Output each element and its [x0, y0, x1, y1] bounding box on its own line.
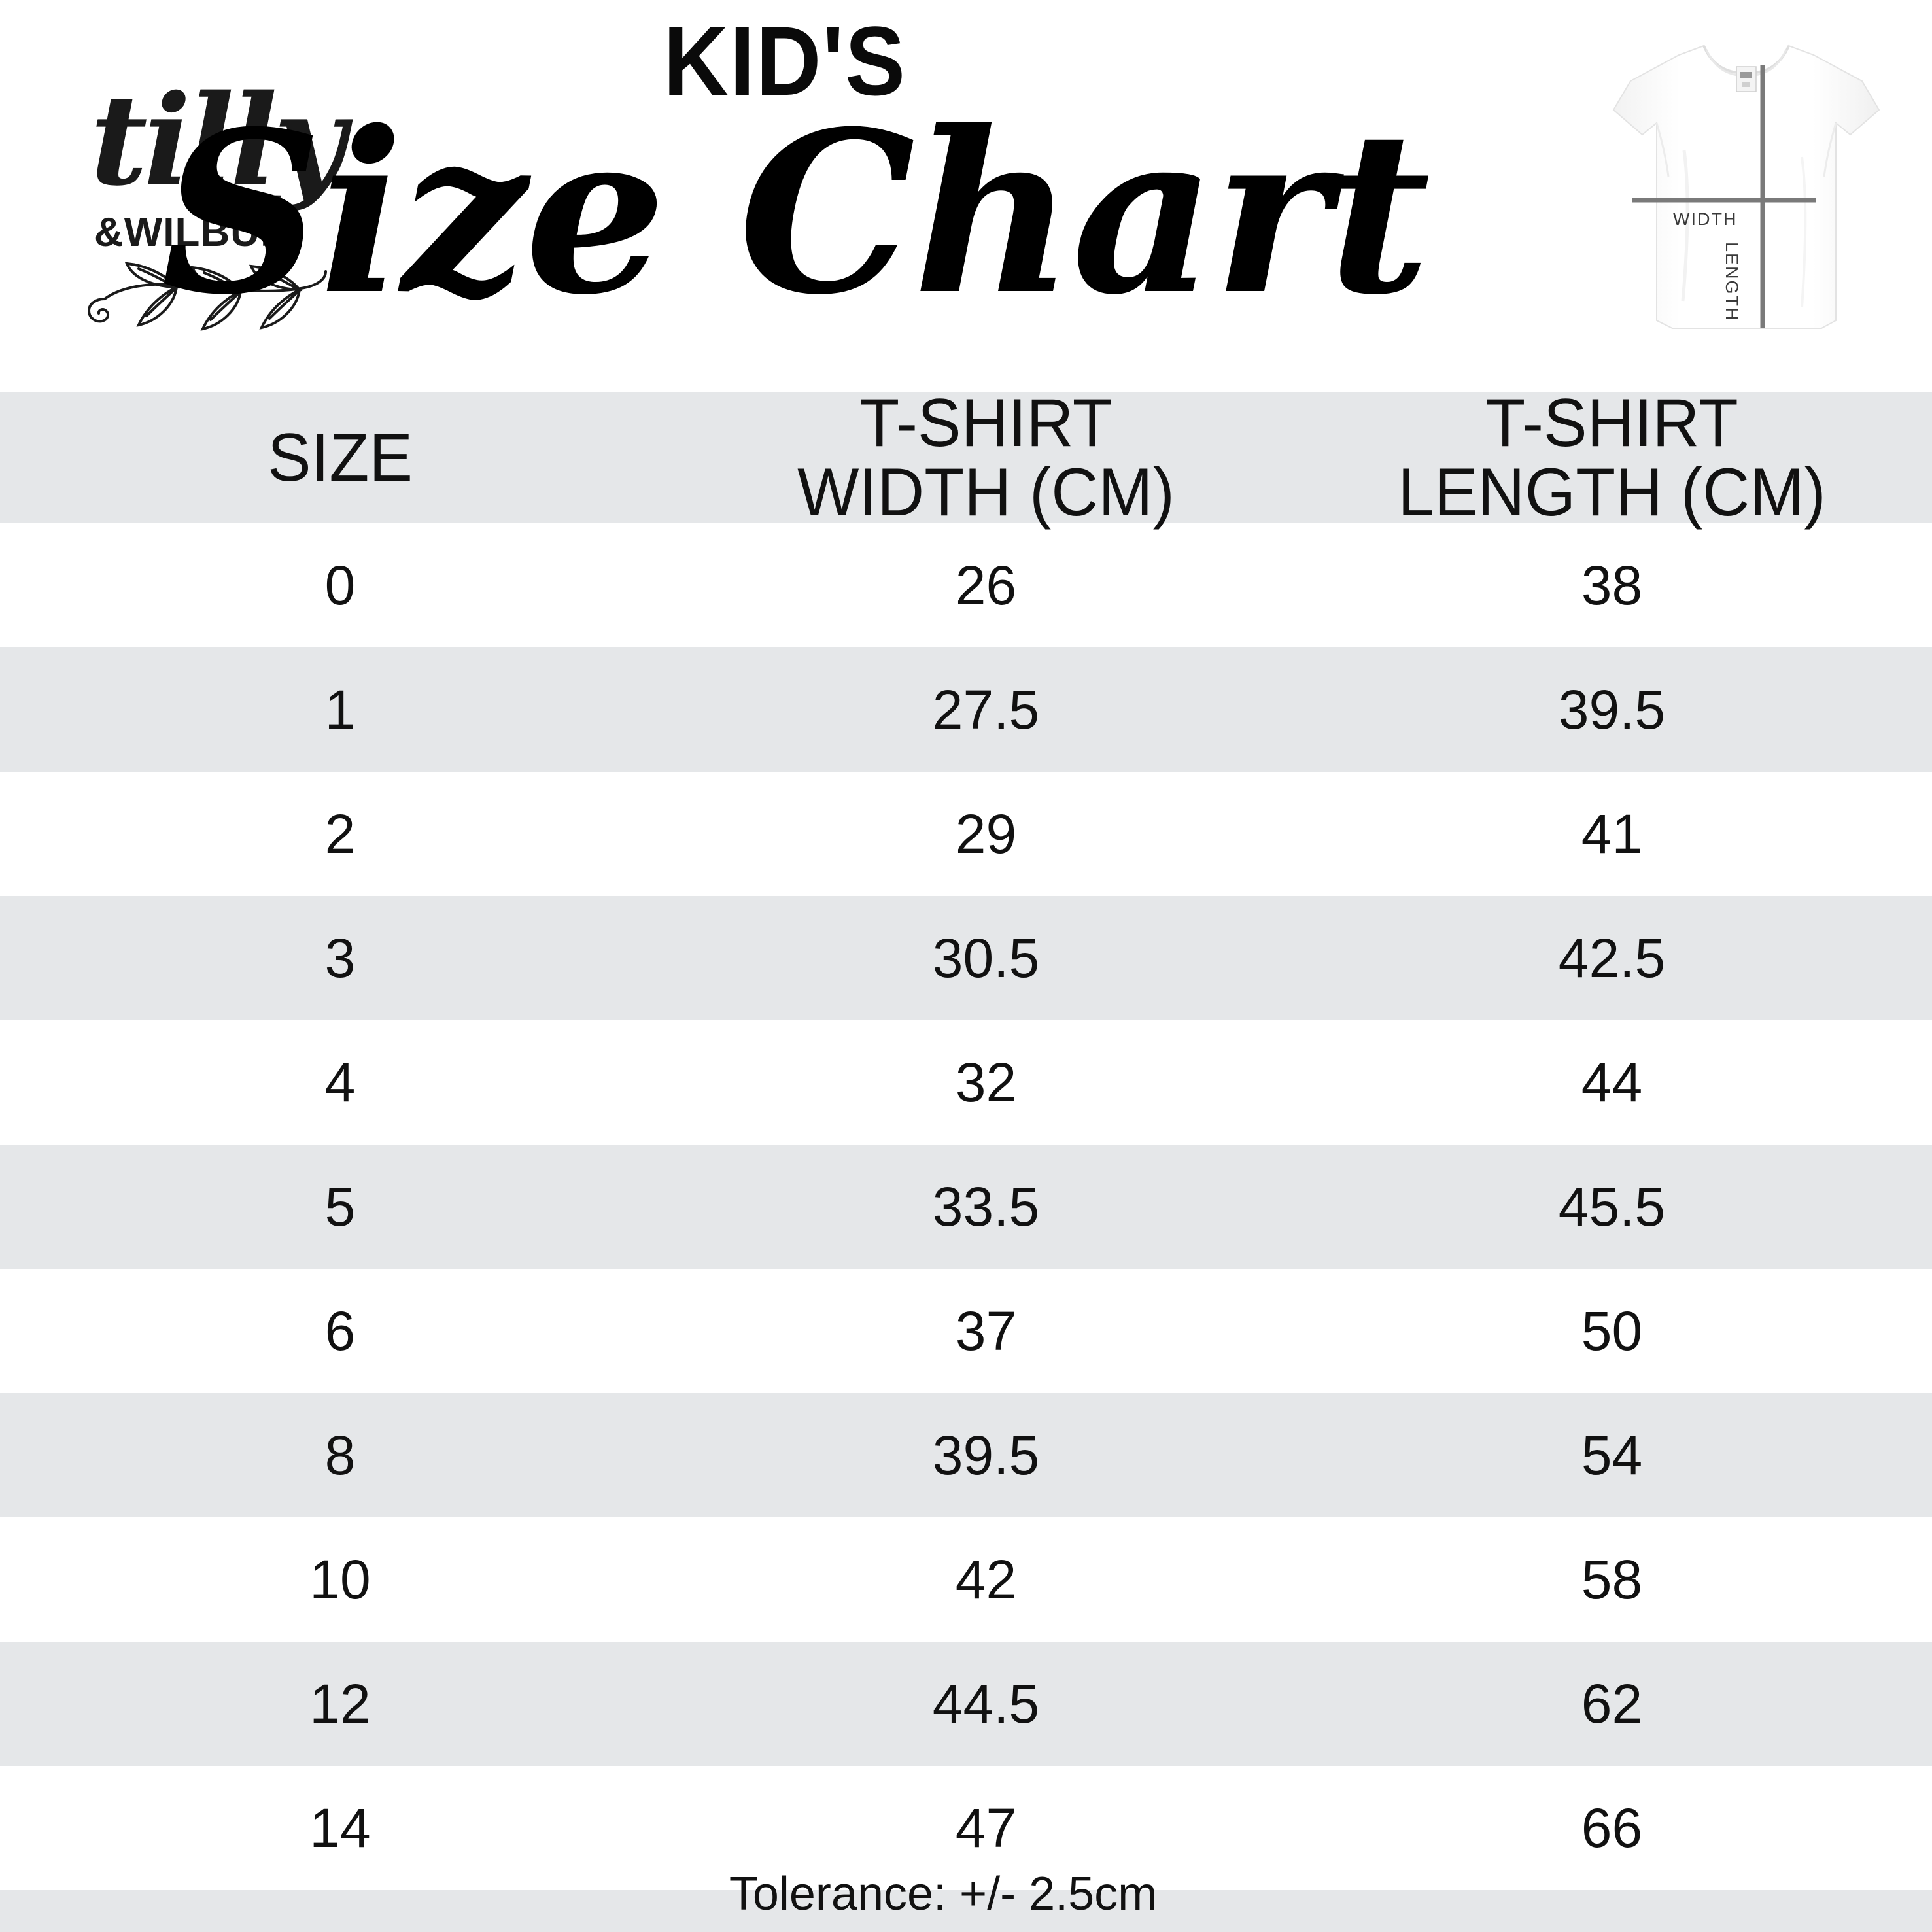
- tshirt-length-label: LENGTH: [1722, 242, 1742, 322]
- column-header-size: SIZE: [14, 392, 666, 523]
- table-row: 14 47 66: [0, 1766, 1932, 1890]
- cell-length: 44: [1581, 1051, 1643, 1113]
- cell-size: 5: [324, 1175, 356, 1237]
- cell-width: 44.5: [932, 1672, 1040, 1734]
- cell-length: 58: [1581, 1548, 1643, 1610]
- cell-size: 10: [309, 1548, 371, 1610]
- cell-length: 54: [1581, 1424, 1643, 1486]
- column-header-width-line2: WIDTH (CM): [797, 455, 1175, 530]
- table-row: 4 32 44: [0, 1020, 1932, 1145]
- cell-width: 30.5: [932, 927, 1040, 989]
- cell-width: 26: [955, 554, 1017, 616]
- cell-size: 4: [324, 1051, 356, 1113]
- cell-length: 41: [1581, 802, 1643, 865]
- table-row: 1649.570: [0, 1890, 1932, 1932]
- cell-length: 62: [1581, 1672, 1643, 1734]
- cell-width: 49.5: [680, 1890, 1292, 1932]
- size-table: SIZE T-SHIRT WIDTH (CM) T-SHIRT LENGTH (…: [0, 388, 1932, 1932]
- tshirt-illustration: WIDTH LENGTH: [1606, 26, 1913, 366]
- table-row: 10 42 58: [0, 1517, 1932, 1642]
- cell-length: 39.5: [1558, 678, 1666, 740]
- cell-length: 70: [1292, 1890, 1932, 1932]
- cell-width: 32: [955, 1051, 1017, 1113]
- column-header-size-text: SIZE: [267, 419, 413, 496]
- header-area: tilly &WILBUR: [0, 0, 1932, 392]
- column-header-width-line1: T-SHIRT: [859, 385, 1113, 461]
- column-header-length: T-SHIRT LENGTH (CM): [1305, 388, 1920, 527]
- cell-width: 27.5: [932, 678, 1040, 740]
- cell-size: 3: [324, 927, 356, 989]
- table-row: 5 33.5 45.5: [0, 1145, 1932, 1269]
- table-body: 0 26 38 1 27.5 39.5 2 29 41 3 30.5 42.5 4 32 44 5 33.5 45…: [0, 523, 1932, 1932]
- cell-width: 39.5: [932, 1424, 1040, 1486]
- cell-size: 14: [309, 1797, 371, 1859]
- cell-length: 50: [1581, 1300, 1643, 1362]
- column-header-length-line2: LENGTH (CM): [1398, 455, 1826, 530]
- leaf-branch-icon: [87, 262, 327, 331]
- table-row: 3 30.5 42.5: [0, 896, 1932, 1020]
- cell-size: 8: [324, 1424, 356, 1486]
- cell-size: 2: [324, 802, 356, 865]
- cell-size: 16: [0, 1890, 680, 1932]
- brand-logo: tilly &WILBUR: [78, 78, 353, 353]
- table-row: 8 39.5 54: [0, 1393, 1932, 1517]
- table-row: 12 44.5 62: [0, 1642, 1932, 1766]
- page-title: Size Chart: [161, 83, 1431, 344]
- table-header-row: SIZE T-SHIRT WIDTH (CM) T-SHIRT LENGTH (…: [0, 388, 1932, 527]
- cell-length: 42.5: [1558, 927, 1666, 989]
- cell-size: 6: [324, 1300, 356, 1362]
- table-row: 6 37 50: [0, 1269, 1932, 1393]
- cell-width: 29: [955, 802, 1017, 865]
- cell-size: 12: [309, 1672, 371, 1734]
- cell-length: 66: [1581, 1797, 1643, 1859]
- cell-size: 0: [324, 554, 356, 616]
- cell-width: 37: [955, 1300, 1017, 1362]
- table-row: 0 26 38: [0, 523, 1932, 647]
- tshirt-width-label: WIDTH: [1673, 209, 1738, 229]
- table-row: 1 27.5 39.5: [0, 647, 1932, 772]
- brand-script-name: tilly: [90, 67, 346, 213]
- cell-width: 42: [955, 1548, 1017, 1610]
- cell-length: 38: [1581, 554, 1643, 616]
- column-header-length-line1: T-SHIRT: [1485, 385, 1738, 461]
- cell-width: 47: [955, 1797, 1017, 1859]
- table-row: 2 29 41: [0, 772, 1932, 896]
- footer: Tolerance: +/- 2.5cm: [0, 1867, 1932, 1921]
- cell-length: 45.5: [1558, 1175, 1666, 1237]
- cell-size: 1: [324, 678, 356, 740]
- brand-sub-name: &WILBUR: [94, 210, 290, 255]
- tolerance-note: Tolerance: +/- 2.5cm: [729, 1868, 1158, 1920]
- tshirt-icon: [1612, 44, 1880, 329]
- cell-width: 33.5: [932, 1175, 1040, 1237]
- column-header-width: T-SHIRT WIDTH (CM): [693, 388, 1280, 527]
- page-eyebrow-title: KID'S: [663, 6, 906, 116]
